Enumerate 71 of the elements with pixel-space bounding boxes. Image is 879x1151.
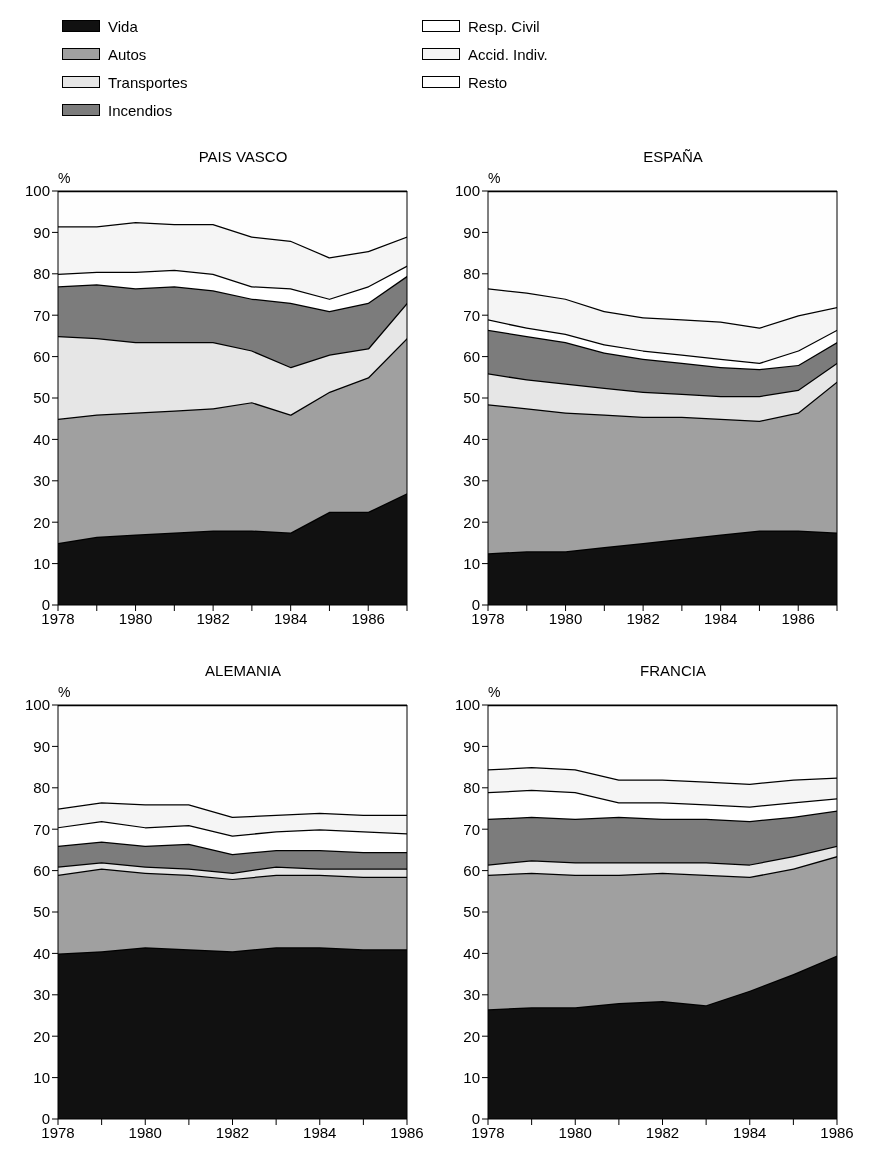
y-axis-title: % <box>58 170 71 186</box>
y-tick-label: 40 <box>463 430 480 448</box>
y-tick-label: 10 <box>463 554 480 572</box>
y-tick-label: 70 <box>33 306 50 324</box>
chart-title: PAIS VASCO <box>197 148 289 167</box>
y-tick-label: 90 <box>33 223 50 241</box>
y-tick-label: 30 <box>463 986 480 1004</box>
y-tick-label: 50 <box>33 389 50 407</box>
y-tick-label: 10 <box>33 554 50 572</box>
y-tick-label: 80 <box>33 779 50 797</box>
legend-label: Transportes <box>108 73 188 91</box>
x-tick-label: 1982 <box>626 609 660 627</box>
x-tick-label: 1980 <box>548 609 583 627</box>
y-tick-label: 90 <box>463 223 480 241</box>
legend-label: Incendios <box>108 101 173 119</box>
legend-label: Resto <box>468 73 508 91</box>
y-tick-label: 70 <box>463 306 480 324</box>
y-tick-label: 50 <box>33 903 50 921</box>
y-axis-title: % <box>488 684 501 700</box>
y-tick-label: 70 <box>33 820 50 838</box>
x-tick-label: 1984 <box>703 609 738 627</box>
x-tick-label: 1984 <box>273 609 308 627</box>
legend-label: Resp. Civil <box>468 17 540 35</box>
x-tick-label: 1986 <box>390 1123 424 1141</box>
y-tick-label: 60 <box>463 347 480 365</box>
y-tick-label: 50 <box>463 903 480 921</box>
y-tick-label: 70 <box>463 820 480 838</box>
legend-label: Accid. Indiv. <box>468 45 548 63</box>
y-tick-label: 20 <box>463 1027 480 1045</box>
x-tick-label: 1986 <box>781 609 815 627</box>
y-tick-label: 60 <box>463 861 480 879</box>
y-tick-label: 30 <box>33 986 50 1004</box>
y-tick-label: 10 <box>463 1068 480 1086</box>
y-tick-label: 60 <box>33 861 50 879</box>
y-tick-label: 40 <box>33 430 50 448</box>
x-tick-label: 1982 <box>645 1123 680 1141</box>
y-tick-label: 80 <box>33 265 50 283</box>
x-tick-label: 1986 <box>351 609 385 627</box>
y-tick-label: 40 <box>463 944 480 962</box>
chart-title: ESPAÑA <box>642 148 704 167</box>
y-tick-label: 90 <box>33 737 50 755</box>
x-tick-label: 1980 <box>128 1123 162 1141</box>
x-tick-label: 1980 <box>118 609 153 627</box>
x-tick-label: 1986 <box>820 1123 854 1141</box>
y-axis-title: % <box>488 170 501 186</box>
x-tick-label: 1980 <box>558 1123 592 1141</box>
y-tick-label: 10 <box>33 1068 50 1086</box>
y-tick-label: 60 <box>33 347 50 365</box>
x-tick-label: 1984 <box>303 1123 337 1141</box>
legend-label: Autos <box>108 45 147 63</box>
y-tick-label: 30 <box>33 472 50 490</box>
y-tick-label: 20 <box>33 513 50 531</box>
y-tick-label: 30 <box>463 472 480 490</box>
y-tick-label: 20 <box>33 1027 50 1045</box>
chart-title: FRANCIA <box>639 662 707 681</box>
chart-title: ALEMANIA <box>204 662 282 681</box>
x-tick-label: 1982 <box>196 609 230 627</box>
y-tick-label: 100 <box>24 696 50 714</box>
y-axis-title: % <box>58 684 71 700</box>
legend-label: Vida <box>108 17 138 35</box>
x-tick-label: 1982 <box>215 1123 250 1141</box>
y-tick-label: 100 <box>454 182 480 200</box>
y-tick-label: 80 <box>463 265 480 283</box>
y-tick-label: 80 <box>463 779 480 797</box>
y-tick-label: 90 <box>463 737 480 755</box>
x-tick-label: 1984 <box>733 1123 767 1141</box>
y-tick-label: 50 <box>463 389 480 407</box>
y-tick-label: 20 <box>463 513 480 531</box>
y-tick-label: 100 <box>454 696 480 714</box>
y-tick-label: 100 <box>24 182 50 200</box>
y-tick-label: 40 <box>33 944 50 962</box>
